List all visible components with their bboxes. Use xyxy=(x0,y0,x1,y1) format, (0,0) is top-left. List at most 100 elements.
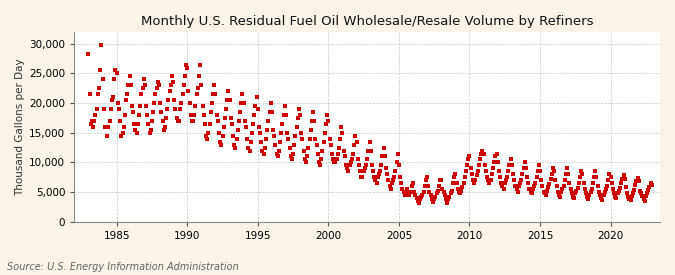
Point xyxy=(562,166,572,170)
Point xyxy=(633,179,644,184)
Point xyxy=(144,131,155,135)
Point xyxy=(378,145,389,150)
Point xyxy=(123,83,134,87)
Point xyxy=(113,107,124,111)
Point xyxy=(373,172,384,177)
Point xyxy=(323,119,333,123)
Point xyxy=(395,175,406,180)
Point xyxy=(300,160,311,165)
Point xyxy=(104,119,115,123)
Point xyxy=(616,181,626,185)
Point xyxy=(604,172,615,177)
Point xyxy=(159,125,170,129)
Point xyxy=(102,134,113,138)
Point xyxy=(157,119,168,123)
Point xyxy=(390,169,401,174)
Point xyxy=(148,110,159,114)
Point xyxy=(108,95,119,99)
Point xyxy=(464,154,475,159)
Point xyxy=(271,151,282,156)
Point xyxy=(143,122,154,126)
Point xyxy=(254,125,265,129)
Point xyxy=(477,148,488,153)
Point xyxy=(483,178,493,182)
Point xyxy=(327,157,338,162)
Point xyxy=(306,119,317,123)
Point xyxy=(601,187,612,191)
Point xyxy=(397,187,408,191)
Point xyxy=(446,189,457,193)
Point xyxy=(304,136,315,141)
Point xyxy=(471,173,482,178)
Point xyxy=(406,184,417,188)
Point xyxy=(533,163,544,167)
Point xyxy=(418,190,429,194)
Point xyxy=(222,98,233,102)
Point xyxy=(644,185,655,189)
Point xyxy=(349,142,360,147)
Point xyxy=(584,193,595,197)
Point xyxy=(476,151,487,156)
Point xyxy=(536,178,547,182)
Point xyxy=(479,163,490,167)
Point xyxy=(481,169,491,174)
Point xyxy=(121,98,132,102)
Point xyxy=(496,181,507,185)
Point xyxy=(154,83,165,87)
Point xyxy=(218,125,229,129)
Point xyxy=(200,122,211,126)
Point xyxy=(552,190,563,194)
Point xyxy=(346,160,356,165)
Point xyxy=(572,186,583,190)
Point xyxy=(240,125,251,129)
Point xyxy=(257,148,268,153)
Point xyxy=(383,178,394,182)
Point xyxy=(402,187,412,191)
Point xyxy=(117,131,128,135)
Point xyxy=(227,134,238,138)
Point xyxy=(438,190,449,194)
Point xyxy=(237,92,248,97)
Point xyxy=(161,116,171,120)
Point xyxy=(224,98,235,102)
Point xyxy=(608,187,618,191)
Point xyxy=(498,187,509,191)
Point xyxy=(364,139,375,144)
Point xyxy=(140,104,151,108)
Point xyxy=(263,119,274,123)
Point xyxy=(533,169,543,174)
Point xyxy=(615,186,626,190)
Point xyxy=(296,131,306,135)
Point xyxy=(221,107,232,111)
Point xyxy=(357,175,368,180)
Point xyxy=(242,136,252,141)
Point xyxy=(495,175,506,180)
Point xyxy=(530,181,541,185)
Point xyxy=(350,134,361,138)
Point xyxy=(362,157,373,162)
Point xyxy=(414,200,425,205)
Point xyxy=(394,163,404,167)
Point xyxy=(180,74,190,79)
Point xyxy=(578,181,589,185)
Point xyxy=(210,92,221,97)
Point xyxy=(332,151,343,156)
Point xyxy=(647,183,657,187)
Point xyxy=(524,187,535,191)
Point xyxy=(213,119,223,123)
Point xyxy=(556,190,566,194)
Point xyxy=(95,68,105,73)
Point xyxy=(595,193,605,197)
Point xyxy=(281,131,292,135)
Point xyxy=(342,166,352,170)
Point xyxy=(209,83,219,87)
Point xyxy=(286,157,297,162)
Point xyxy=(591,175,602,180)
Point xyxy=(232,136,242,141)
Point xyxy=(509,178,520,182)
Point xyxy=(574,181,585,185)
Point xyxy=(417,193,428,197)
Point xyxy=(460,175,470,180)
Point xyxy=(503,169,514,174)
Point xyxy=(96,43,107,47)
